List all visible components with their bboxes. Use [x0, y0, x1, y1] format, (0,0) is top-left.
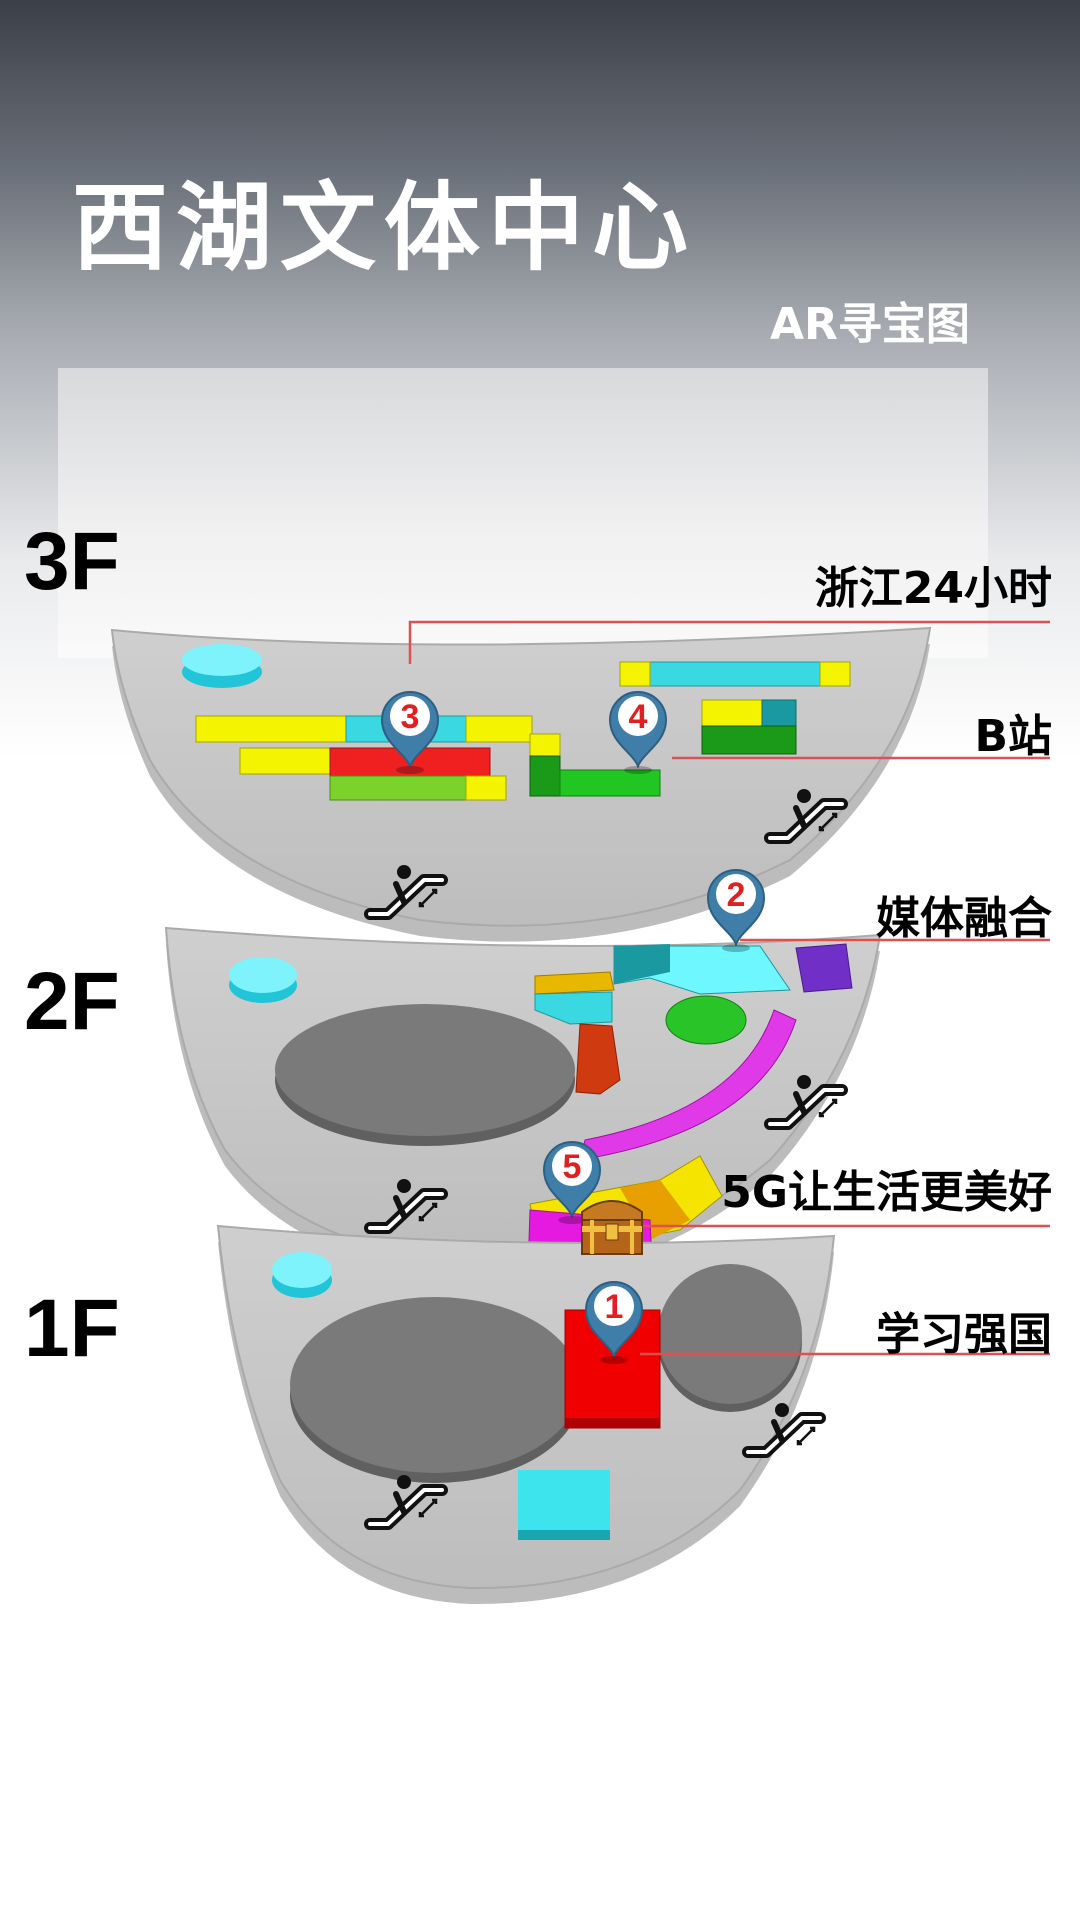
- floor-label-1f: 1F: [24, 1283, 120, 1374]
- pin-number: 3: [401, 698, 420, 736]
- zone-label-zhejiang24: 浙江24小时: [814, 563, 1052, 614]
- zone-label-xuexi: 学习强国: [876, 1309, 1052, 1360]
- pin-number: 2: [727, 876, 746, 914]
- map-pin-icon[interactable]: 4: [609, 691, 667, 775]
- floor-2f: [164, 926, 882, 1279]
- pin-number: 5: [563, 1148, 582, 1186]
- zone-label-bilibili: B站: [974, 711, 1052, 762]
- map-pin-icon[interactable]: 5: [543, 1141, 601, 1225]
- map-pin-icon[interactable]: 1: [585, 1281, 643, 1365]
- page-title: 西湖文体中心: [72, 172, 696, 284]
- floor-label-2f: 2F: [24, 956, 120, 1047]
- pin-number: 4: [629, 698, 648, 736]
- leader-lines: [408, 620, 1050, 1356]
- zone-label-media-fusion: 媒体融合: [876, 893, 1052, 944]
- zone-label-5g: 5G让生活更美好: [721, 1167, 1052, 1218]
- pin-number: 1: [605, 1288, 624, 1326]
- floor-1f: [216, 1224, 836, 1605]
- map-pin-icon[interactable]: 3: [381, 691, 439, 775]
- header-panel: [58, 368, 988, 658]
- map-pin-icon[interactable]: 2: [707, 869, 765, 953]
- floor-3f: [110, 626, 932, 942]
- page-subtitle: AR寻宝图: [770, 299, 970, 350]
- treasure-chest-icon[interactable]: [581, 1200, 643, 1255]
- floor-label-3f: 3F: [24, 516, 120, 607]
